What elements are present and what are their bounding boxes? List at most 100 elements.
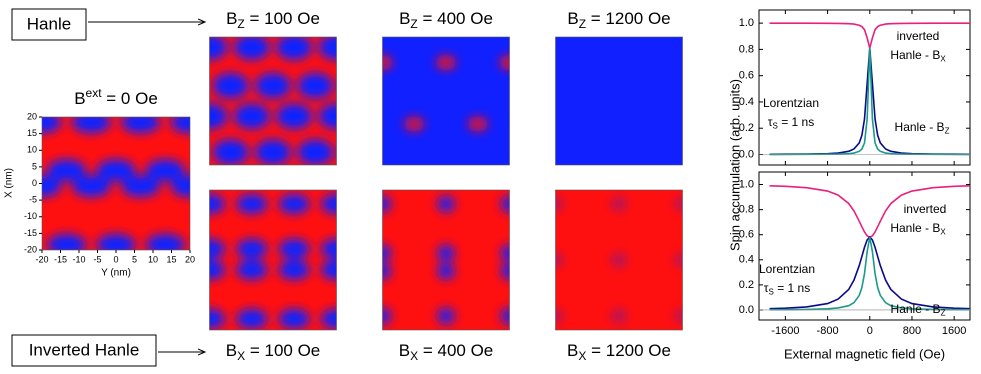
heatmap-blobs — [42, 117, 190, 250]
y-tick-label: 1.0 — [739, 178, 754, 190]
text-part: = 400 Oe — [418, 341, 493, 360]
heatmap-blob — [234, 103, 270, 130]
heatmap-blobs — [382, 195, 510, 325]
text-part: Hanle - B — [891, 302, 941, 316]
heatmap-image — [42, 117, 190, 250]
heatmap-blob — [121, 175, 160, 197]
heatmap-blob — [611, 197, 627, 211]
heatmap-blob — [96, 159, 136, 181]
heatmap-blob — [255, 72, 291, 99]
text-part: = 100 Oe — [245, 341, 320, 360]
heatmap-blob — [321, 194, 337, 214]
y-tick-label: 0.4 — [739, 96, 754, 108]
heatmap-blob — [437, 262, 455, 280]
y-tick-label: -20 — [24, 244, 37, 254]
text-part: inverted — [904, 202, 947, 216]
series-line — [769, 237, 970, 311]
x-tick-label: 800 — [903, 325, 921, 337]
plot-area — [759, 185, 970, 311]
y-tick-label: 0.6 — [739, 229, 754, 241]
heatmap-blob — [499, 54, 510, 71]
heatmap-blob — [146, 159, 185, 181]
heatmap-blob — [209, 103, 228, 130]
x-tick-label: 15 — [166, 254, 176, 264]
heatmap-blob — [321, 309, 337, 329]
text-part: B — [567, 341, 578, 360]
text-part: B — [74, 89, 85, 108]
heatmap-blob — [437, 195, 455, 213]
subscript: Z — [237, 17, 244, 31]
plot-frame — [758, 9, 971, 166]
subscript: Z — [941, 309, 946, 318]
heatmap-image — [382, 37, 510, 165]
heatmap-bg — [555, 37, 683, 165]
heatmap-blob — [500, 244, 510, 262]
y-axis-label: Spin accumulation (arb. units) — [727, 79, 742, 251]
text-part: B — [567, 9, 578, 28]
heatmap-blob — [42, 117, 62, 133]
heatmap-blob — [555, 253, 564, 267]
heatmap-blob — [437, 244, 455, 262]
annotation: τS = 1 ns — [764, 281, 810, 297]
text-part: = 1200 Oe — [586, 9, 671, 28]
heatmap-image — [209, 37, 376, 165]
y-tick-label: 0.8 — [739, 204, 754, 216]
heatmap-blob — [209, 239, 225, 259]
heatmap-blob — [146, 234, 185, 250]
x-tick-label: 10 — [148, 254, 158, 264]
x-tick-label: 0 — [867, 325, 873, 337]
heatmap-blob — [611, 253, 627, 267]
subscript: S — [769, 288, 774, 297]
y-tick-label: 0.2 — [739, 122, 754, 134]
series-line — [769, 22, 970, 49]
heatmap-image — [209, 190, 337, 330]
x-tick-label: 5 — [132, 254, 137, 264]
chart-title: Bext = 0 Oe — [74, 86, 158, 108]
heatmap-blob — [121, 117, 160, 133]
plot-frame — [758, 171, 971, 321]
heatmap-blob — [236, 260, 268, 280]
heatmap-blob — [297, 139, 334, 165]
heatmap-frame — [382, 36, 510, 166]
heatmap-blob — [435, 54, 457, 71]
heatmap-blob — [236, 239, 268, 259]
heatmap-blob — [318, 103, 337, 130]
annotation: Lorentzian — [759, 262, 815, 276]
panel-title: BZ = 100 Oe — [226, 9, 320, 31]
heatmap-blob — [340, 139, 376, 165]
heatmap-frame — [382, 189, 510, 331]
y-tick-label: -5 — [29, 195, 37, 205]
heatmap-blob — [236, 194, 268, 214]
heatmap-blob — [321, 260, 337, 280]
heatmap-blob — [209, 194, 225, 214]
heatmap-blob — [297, 72, 334, 99]
text-part: Lorentzian — [759, 262, 815, 276]
heatmap-blob — [382, 244, 392, 262]
y-tick-label: -10 — [24, 211, 37, 221]
y-tick-label: 0.0 — [739, 304, 754, 316]
y-tick-label: 0.4 — [739, 254, 754, 266]
heatmap-blob — [72, 117, 111, 133]
text-part: τ — [768, 115, 773, 129]
heatmap-blob — [437, 307, 455, 325]
x-tick-label: -15 — [54, 254, 67, 264]
subscript: X — [940, 228, 946, 237]
subscript: S — [773, 122, 778, 131]
heatmap-blob — [212, 72, 249, 99]
heatmap-image — [555, 190, 683, 330]
heatmap-blob — [500, 307, 510, 325]
y-tick-label: 0.8 — [739, 43, 754, 55]
heatmap-blob — [255, 139, 291, 165]
heatmap-blob — [382, 54, 393, 71]
heatmap-blob — [555, 197, 564, 211]
heatmap-blob — [209, 309, 225, 329]
heatmap-blob — [555, 309, 564, 323]
y-tick-label: 0 — [32, 178, 37, 188]
text-part: Hanle - B — [895, 120, 945, 134]
heatmap-blob — [674, 253, 683, 267]
heatmap-frame — [555, 189, 683, 331]
heatmap-image — [382, 190, 510, 330]
annotation: Lorentzian — [763, 96, 819, 110]
inverted-hanle-label: Inverted Hanle — [29, 340, 140, 359]
